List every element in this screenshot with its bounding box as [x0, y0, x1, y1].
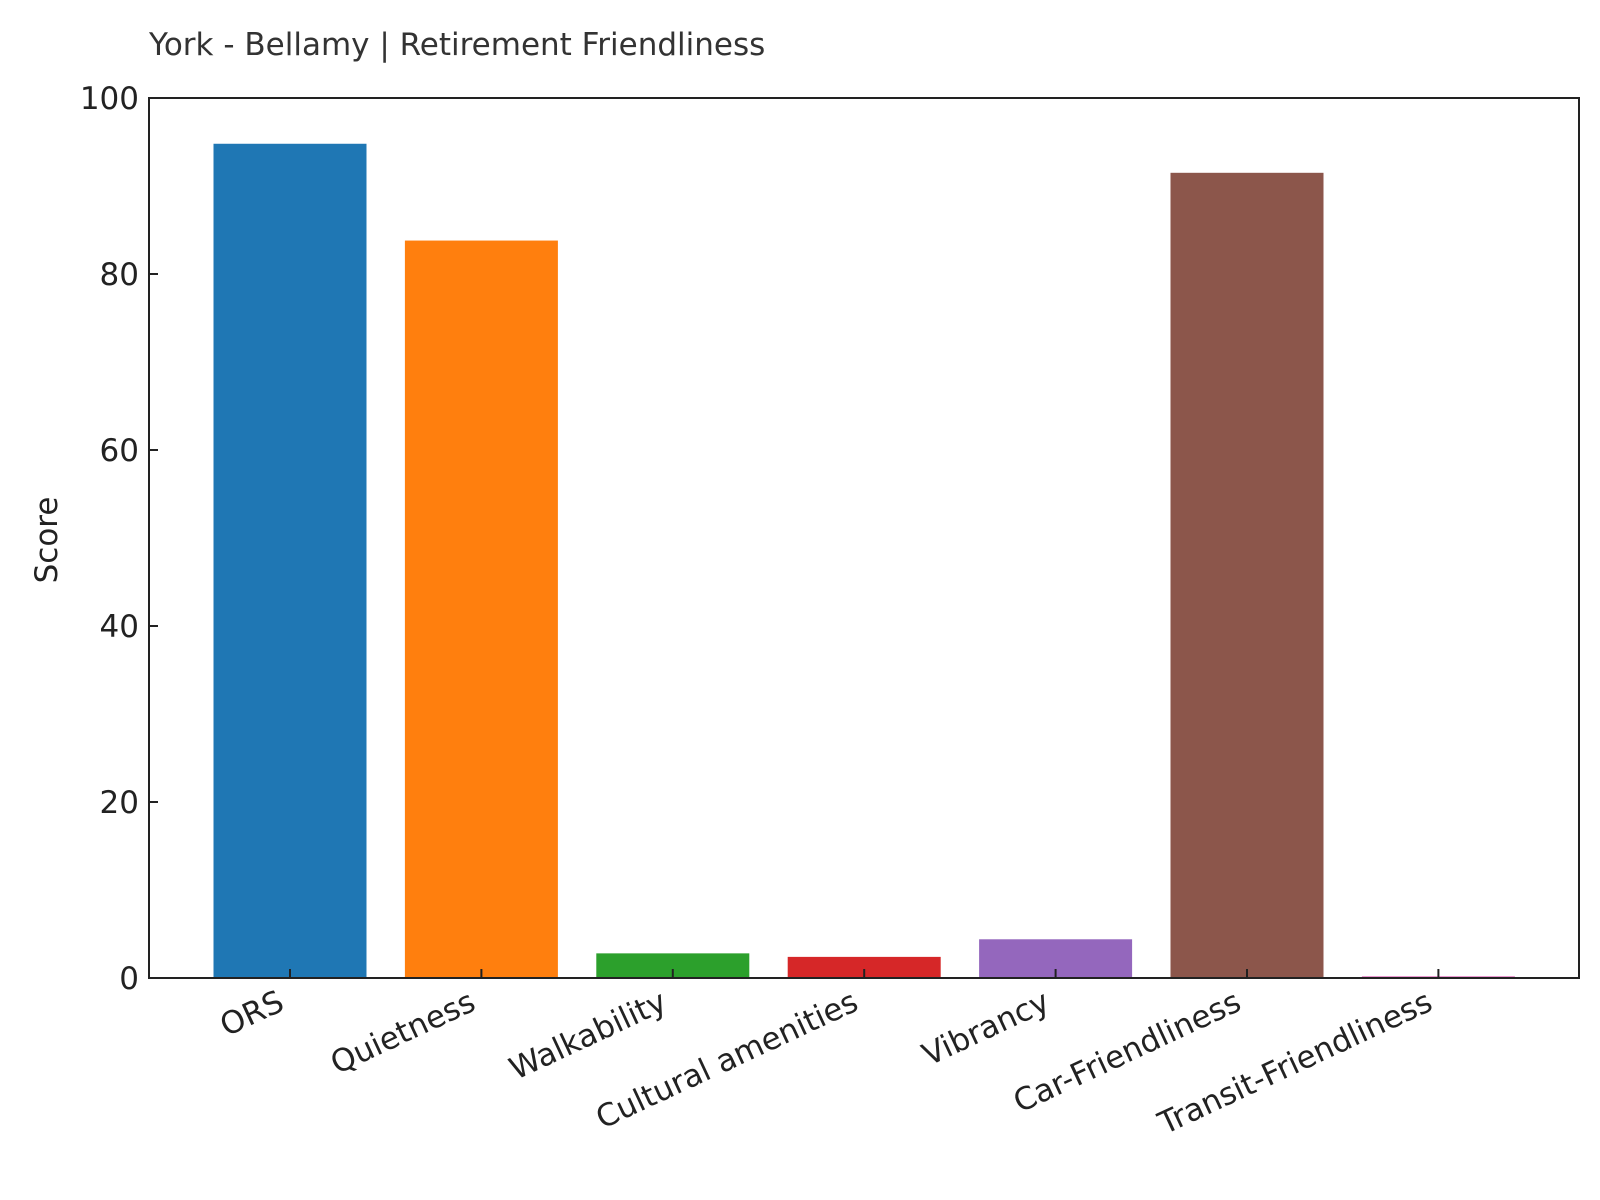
y-tick-label: 40 — [100, 609, 139, 645]
bars-group — [213, 143, 1515, 979]
x-tick-label: ORS — [215, 984, 290, 1044]
y-tick-label: 100 — [80, 81, 139, 117]
y-tick-label: 0 — [119, 961, 139, 997]
y-axis-ticks: 0 20 40 60 80 100 — [80, 81, 158, 997]
bar-car-friendliness — [1170, 172, 1324, 979]
y-tick-label: 60 — [100, 433, 139, 469]
bar-quietness — [404, 240, 558, 978]
bar-cultural-amenities — [787, 956, 941, 978]
y-tick-label: 20 — [100, 785, 139, 821]
y-axis-label: Score — [29, 497, 65, 584]
y-tick-label: 80 — [100, 257, 139, 293]
x-tick-label: Quietness — [325, 984, 481, 1082]
plot-frame — [148, 97, 1580, 979]
chart-title: York - Bellamy | Retirement Friendliness — [148, 27, 765, 63]
x-tick-label: Walkability — [504, 984, 672, 1088]
bar-ors — [213, 143, 367, 978]
x-tick-label: Vibrancy — [917, 984, 1055, 1074]
